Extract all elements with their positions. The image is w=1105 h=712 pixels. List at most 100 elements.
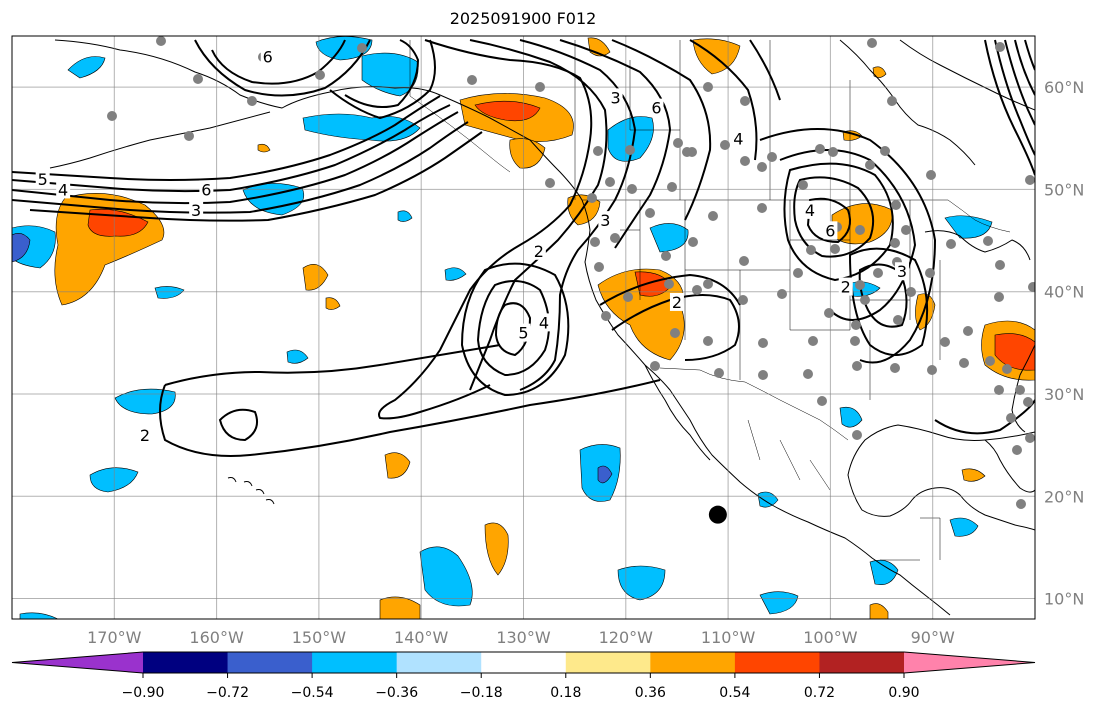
lat-tick-label: 20°N <box>1044 487 1084 506</box>
contour-label-bg <box>516 323 531 342</box>
contour-lines <box>12 39 1035 457</box>
lon-tick-label: 100°W <box>803 628 858 647</box>
contour-label: 6 <box>651 99 661 118</box>
mexico-states <box>747 419 941 561</box>
pos-region <box>302 263 329 291</box>
map-frame <box>11 35 1036 620</box>
contour-label: 2 <box>841 278 851 297</box>
longitude-labels: 170°W 160°W 150°W 140°W 130°W 120°W 110°W 100°W… <box>87 628 955 647</box>
contour-label: 2 <box>140 426 150 445</box>
colorbar-segment <box>396 652 482 673</box>
neg-region <box>944 215 993 239</box>
colorbar-tick-label: −0.90 <box>122 685 165 701</box>
neg-region <box>286 349 309 364</box>
location-marker <box>708 505 727 524</box>
pos-region <box>869 603 889 619</box>
contour-line <box>164 344 501 386</box>
colorbar-tick-label: −0.54 <box>291 685 334 701</box>
neg-region <box>607 116 654 162</box>
contour-label-bg <box>838 277 853 296</box>
contour-line <box>806 197 851 244</box>
great-lakes <box>924 230 1031 261</box>
contour-line <box>559 39 672 249</box>
contour-label-bg <box>649 98 664 117</box>
contour-label-bg <box>536 313 551 332</box>
contour-line <box>759 128 937 364</box>
neg-region <box>759 591 799 615</box>
colorbar-extend-min <box>12 652 143 673</box>
contour-label: 2 <box>534 242 544 261</box>
florida <box>984 439 1035 493</box>
contour-label-bg <box>137 425 152 444</box>
contour-label-bg <box>731 129 746 148</box>
neg-region <box>869 559 899 585</box>
contour-label-bg <box>802 200 817 219</box>
contour-line <box>469 39 608 391</box>
contour-line <box>12 104 451 193</box>
colorbar-segment <box>312 652 398 673</box>
baja <box>644 364 711 461</box>
contour-line <box>599 273 741 306</box>
lon-tick-label: 150°W <box>292 628 347 647</box>
colorbar-tick-label: 0.36 <box>635 685 666 701</box>
pos-region <box>257 143 271 153</box>
canada-north <box>839 39 976 166</box>
contour-line <box>793 176 874 258</box>
pos-region <box>325 297 341 310</box>
contour-line <box>494 302 532 357</box>
contour-line <box>159 379 661 457</box>
lon-tick-label: 130°W <box>496 628 551 647</box>
contour-label: 6 <box>825 221 835 240</box>
gulf-coast <box>847 424 1035 531</box>
lon-tick-label: 170°W <box>87 628 142 647</box>
contour-line <box>12 95 441 181</box>
us-canada-border <box>582 199 1011 233</box>
contour-line <box>984 39 1035 176</box>
contour-line <box>1024 39 1035 71</box>
colorbar-segment <box>565 652 651 673</box>
contour-label: 4 <box>733 129 743 148</box>
pos-region <box>384 452 411 479</box>
colorbar-segment <box>227 652 313 673</box>
map-title: 2025091900 F012 <box>449 9 597 28</box>
lat-tick-label: 10°N <box>1044 590 1084 609</box>
contour-label: 3 <box>191 201 201 220</box>
contour-label: 5 <box>518 324 528 343</box>
neg-region <box>154 286 185 299</box>
contour-label-bg <box>823 221 838 240</box>
contour-label: 5 <box>38 170 48 189</box>
lon-tick-label: 90°W <box>911 628 955 647</box>
colorbar-tick-label: −0.18 <box>460 685 503 701</box>
colorbar-tick-label: −0.36 <box>375 685 418 701</box>
contour-line <box>1004 39 1035 126</box>
pos-region <box>994 333 1035 371</box>
gridlines <box>12 36 1035 619</box>
contour-label-bg <box>598 211 613 230</box>
contour-line <box>749 39 781 101</box>
contour-label: 6 <box>263 47 273 66</box>
neg-region <box>302 113 421 142</box>
west-coast <box>581 199 951 616</box>
contour-line <box>611 294 740 361</box>
colorbar-tick-label: 0.90 <box>888 685 919 701</box>
contour-line <box>211 39 346 85</box>
contour-line <box>218 408 258 442</box>
lon-tick-label: 140°W <box>394 628 449 647</box>
lat-tick-label: 30°N <box>1044 385 1084 404</box>
contour-line <box>689 39 758 161</box>
neg-region <box>649 223 689 253</box>
contour-line <box>460 262 570 397</box>
contour-label: 4 <box>58 180 68 199</box>
lon-tick-label: 110°W <box>701 628 756 647</box>
contour-line <box>611 39 712 221</box>
station-dots <box>107 36 1035 509</box>
contour-line <box>994 39 1035 156</box>
contour-line <box>194 39 371 97</box>
contour-label-bg <box>35 170 50 189</box>
neg-region <box>419 546 473 607</box>
contour-line <box>12 111 459 205</box>
contour-label: 3 <box>610 88 620 107</box>
contour-line <box>848 247 929 356</box>
neg-region <box>12 233 31 263</box>
